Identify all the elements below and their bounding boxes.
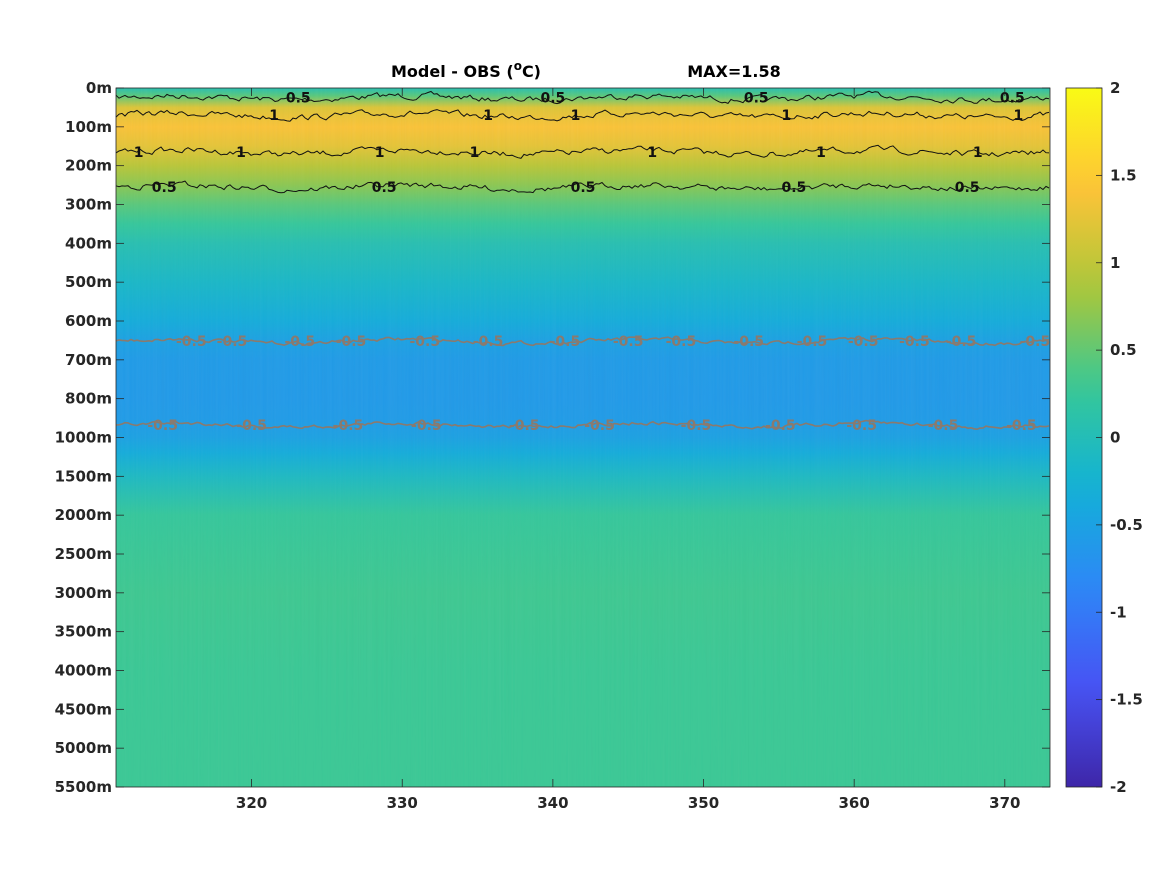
contour-line: [115, 180, 1050, 194]
contour-label: -0.5: [666, 334, 697, 350]
contour-label: -0.5: [613, 334, 644, 350]
y-tick-label: 200m: [65, 157, 112, 175]
contour-line: [115, 109, 1050, 122]
contour-label: -0.5: [928, 418, 959, 434]
contour-label: -0.5: [946, 334, 977, 350]
y-tick-label: 600m: [65, 312, 112, 330]
contour-label: 0.5: [955, 180, 980, 196]
colorbar-tick-label: -1: [1110, 603, 1127, 621]
contour-label: 1: [973, 145, 983, 161]
y-tick-label: 2500m: [55, 545, 112, 563]
contour-label: -0.5: [176, 334, 207, 350]
colorbar-tick-label: -2: [1110, 778, 1127, 796]
x-tick-label: 330: [387, 794, 418, 812]
x-tick-label: 340: [537, 794, 568, 812]
x-tick-label: 360: [839, 794, 870, 812]
colorbar-tick-label: 2: [1110, 79, 1120, 97]
y-tick-label: 100m: [65, 118, 112, 136]
contour-label: -0.5: [765, 418, 796, 434]
colorbar-tick-label: -1.5: [1110, 691, 1143, 709]
y-tick-label: 5500m: [55, 778, 112, 796]
y-tick-label: 3500m: [55, 623, 112, 641]
contour-line: [115, 90, 1050, 105]
contour-label: 1: [236, 145, 246, 161]
contour-label: 1: [483, 108, 493, 124]
contour-label: -0.5: [236, 418, 267, 434]
contour-label: -0.5: [284, 334, 315, 350]
contour-label: -0.5: [509, 418, 540, 434]
contour-label: -0.5: [733, 334, 764, 350]
colorbar-tick-label: 0.5: [1110, 341, 1137, 359]
y-tick-label: 700m: [65, 351, 112, 369]
contour-label: 0.5: [571, 180, 596, 196]
y-tick-label: 5000m: [55, 739, 112, 757]
colorbar-tick-label: -0.5: [1110, 516, 1143, 534]
contour-label: -0.5: [681, 418, 712, 434]
contour-label: -0.5: [846, 418, 877, 434]
colorbar-ticks: 2 1.5 1 0.5 0 -0.5 -1 -1.5 -2: [1096, 79, 1143, 796]
y-tick-label: 2000m: [55, 506, 112, 524]
chart-title: Model - OBS (oC): [391, 59, 541, 81]
contour-label: 1: [375, 145, 385, 161]
y-tick-label: 4000m: [55, 662, 112, 680]
contour-label: -0.5: [1006, 418, 1037, 434]
contour-label: 1: [571, 108, 581, 124]
chart-max-label: MAX=1.58: [687, 62, 781, 81]
x-tick-label: 370: [989, 794, 1020, 812]
contour-label: 1: [781, 108, 791, 124]
x-tick-label: 320: [236, 794, 267, 812]
contour-label: -0.5: [411, 418, 442, 434]
contour-label: 0.5: [744, 91, 769, 107]
y-axis: 0m 100m 200m 300m 400m 500m 600m 700m 800m 1000m 1…: [55, 79, 1050, 796]
contour-label: 1: [134, 145, 144, 161]
y-tick-label: 800m: [65, 390, 112, 408]
y-tick-label: 500m: [65, 273, 112, 291]
contour-label: 1: [647, 145, 657, 161]
contour-labels: 0.5 0.5 0.5 0.51 1 1 1 11 1 1 1 1 1 10.5 0.5 0.5 0.5 0.5-…: [134, 91, 1051, 434]
contour-label: -0.5: [550, 334, 581, 350]
contour-line: [115, 336, 1050, 347]
contour-label: -0.5: [336, 334, 367, 350]
heatmap-texture: [116, 88, 1050, 787]
contour-label: 1: [1013, 108, 1023, 124]
colorbar-tick-label: 1: [1110, 254, 1120, 272]
y-tick-label: 4500m: [55, 700, 112, 718]
contour-label: -0.5: [410, 334, 441, 350]
contour-label: 1: [816, 145, 826, 161]
y-tick-label: 400m: [65, 234, 112, 252]
plot-area: 0.5 0.5 0.5 0.51 1 1 1 11 1 1 1 1 1 10.5 0.5 0.5 0.5 0.5-…: [115, 87, 1051, 788]
contour-label: 0.5: [152, 180, 177, 196]
contour-label: -0.5: [797, 334, 828, 350]
contour-line: [115, 419, 1050, 431]
contour-lines: [115, 90, 1050, 431]
colorbar-tick-label: 1.5: [1110, 166, 1137, 184]
x-axis: 320 330 340 350 360 370: [236, 88, 1020, 812]
contour-label: 1: [269, 108, 279, 124]
y-tick-label: 300m: [65, 196, 112, 214]
y-tick-label: 3000m: [55, 584, 112, 602]
contour-line: [115, 144, 1050, 159]
contour-label: -0.5: [848, 334, 879, 350]
contour-label: 0.5: [1000, 91, 1025, 107]
x-tick-label: 350: [688, 794, 719, 812]
contour-label: -0.5: [584, 418, 615, 434]
y-tick-label: 1500m: [55, 467, 112, 485]
contour-label: 0.5: [781, 180, 806, 196]
contour-label: -0.5: [899, 334, 930, 350]
contour-label: 0.5: [372, 180, 397, 196]
contour-label: -0.5: [333, 418, 364, 434]
colorbar-tick-label: 0: [1110, 429, 1120, 447]
y-tick-label: 1000m: [55, 429, 112, 447]
contour-label: 0.5: [286, 91, 311, 107]
y-tick-label: 0m: [86, 79, 112, 97]
contour-label: -0.5: [217, 334, 248, 350]
contour-label: -0.5: [473, 334, 504, 350]
contour-label: -0.5: [147, 418, 178, 434]
contour-label: 1: [470, 145, 480, 161]
contour-label: -0.5: [1020, 334, 1051, 350]
colorbar: 2 1.5 1 0.5 0 -0.5 -1 -1.5 -2: [1065, 79, 1143, 796]
contour-label: 0.5: [540, 91, 565, 107]
